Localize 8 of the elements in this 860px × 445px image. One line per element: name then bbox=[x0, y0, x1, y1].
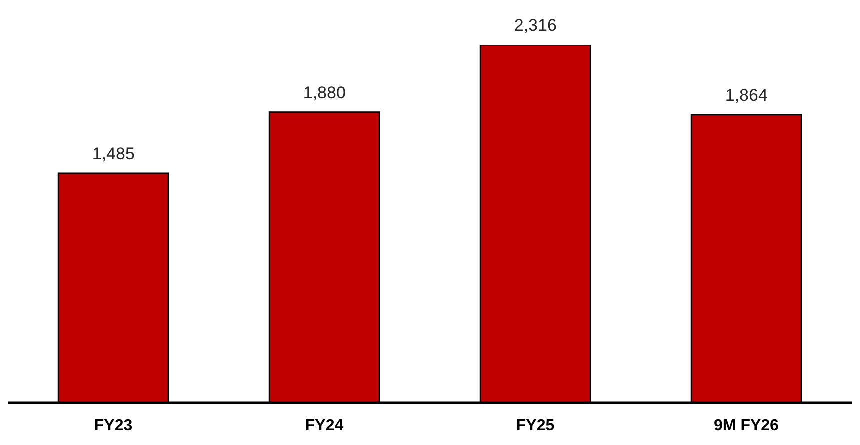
x-tick-label: FY25 bbox=[516, 417, 555, 434]
data-label: 1,864 bbox=[725, 86, 768, 105]
x-tick-label: 9M FY26 bbox=[714, 417, 780, 434]
data-label: 1,880 bbox=[303, 83, 346, 102]
data-label: 2,316 bbox=[514, 16, 557, 35]
x-tick-label: FY24 bbox=[305, 417, 344, 434]
x-tick-label: FY23 bbox=[94, 417, 133, 434]
data-label: 1,485 bbox=[92, 144, 135, 164]
